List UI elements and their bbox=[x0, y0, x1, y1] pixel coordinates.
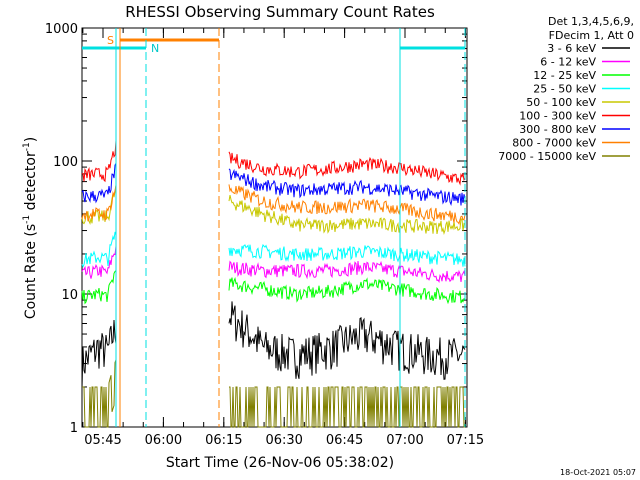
series-line bbox=[81, 246, 117, 279]
saa-night-flags: SN bbox=[82, 28, 466, 427]
series-line bbox=[228, 194, 466, 236]
x-tick-label: 06:30 bbox=[265, 433, 302, 448]
x-tick-label: 07:00 bbox=[386, 433, 423, 448]
x-tick-label: 05:45 bbox=[84, 433, 121, 448]
legend-label: 3 - 6 keV bbox=[547, 42, 596, 55]
x-tick-label: 07:15 bbox=[447, 433, 484, 448]
series-line bbox=[81, 163, 117, 204]
y-axis-label-main: Count Rate (s bbox=[23, 224, 39, 319]
plot-series bbox=[81, 140, 466, 428]
y-tick-label: 1 bbox=[70, 421, 78, 436]
y-axis-label-end: ) bbox=[23, 137, 39, 142]
legend-label: 25 - 50 keV bbox=[533, 83, 596, 96]
series-line bbox=[81, 140, 117, 183]
footer-timestamp: 18-Oct-2021 05:07 bbox=[560, 468, 636, 477]
legend-header-line-2: FDecim 1, Att 0 bbox=[549, 29, 634, 42]
x-axis-label: Start Time (26-Nov-06 05:38:02) bbox=[166, 455, 394, 471]
svg-text:Count Rate (s-1 detector-1): Count Rate (s-1 detector-1) bbox=[22, 137, 39, 319]
y-tick-label: 1000 bbox=[45, 22, 78, 37]
series-line bbox=[82, 359, 117, 428]
series-line bbox=[228, 184, 466, 225]
y-axis: 1 10 100 1000 bbox=[45, 22, 467, 436]
y-tick-label: 10 bbox=[61, 288, 78, 303]
legend-label: 6 - 12 keV bbox=[540, 56, 596, 69]
y-axis-label-sup1: -1 bbox=[22, 215, 32, 224]
saa-flag-label: S bbox=[107, 34, 114, 47]
series-line bbox=[228, 243, 466, 267]
series-line bbox=[81, 231, 117, 268]
series-line bbox=[81, 319, 117, 389]
legend-label: 300 - 800 keV bbox=[519, 123, 596, 136]
legend-label: 7000 - 15000 keV bbox=[498, 150, 596, 163]
series-line bbox=[228, 168, 466, 206]
series-line bbox=[228, 260, 466, 283]
x-tick-label: 06:45 bbox=[326, 433, 363, 448]
legend-label: 12 - 25 keV bbox=[533, 69, 596, 82]
x-tick-label: 06:15 bbox=[205, 433, 242, 448]
y-axis-label-sup2: -1 bbox=[22, 142, 32, 151]
night-flag-label: N bbox=[151, 42, 159, 55]
series-line bbox=[228, 151, 466, 186]
y-axis-label-mid: detector bbox=[23, 151, 39, 215]
legend-header-line-1: Det 1,3,4,5,6,9, bbox=[548, 15, 634, 28]
chart-title: RHESSI Observing Summary Count Rates bbox=[125, 3, 435, 21]
series-line bbox=[228, 301, 466, 380]
series-line bbox=[81, 270, 117, 305]
legend-label: 100 - 300 keV bbox=[519, 110, 596, 123]
y-tick-label: 100 bbox=[53, 155, 78, 170]
series-line bbox=[229, 386, 465, 428]
series-line bbox=[81, 184, 117, 222]
x-tick-label: 06:00 bbox=[145, 433, 182, 448]
series-line bbox=[228, 276, 466, 305]
legend-label: 50 - 100 keV bbox=[526, 96, 596, 109]
x-axis: 05:45 06:00 06:15 06:30 06:45 07:00 07:15 bbox=[82, 28, 484, 448]
y-axis-label: Count Rate (s-1 detector-1) bbox=[22, 137, 39, 319]
legend-label: 800 - 7000 keV bbox=[512, 137, 596, 150]
